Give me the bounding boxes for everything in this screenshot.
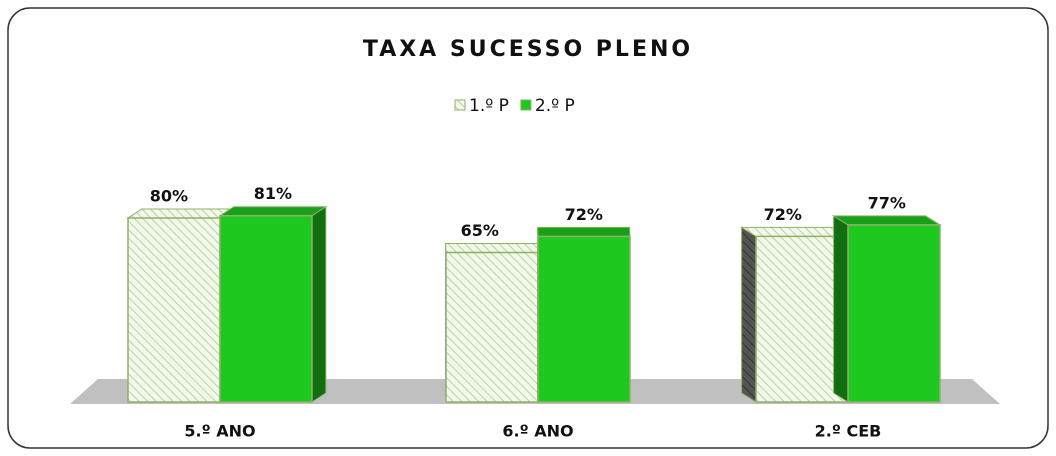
bar <box>755 235 849 403</box>
x-tick-label: 2.º CEB <box>815 422 882 441</box>
bar-top <box>218 206 328 217</box>
bar <box>219 214 313 403</box>
bar-top <box>537 226 631 237</box>
legend-swatch <box>520 99 532 111</box>
legend-label: 2.º P <box>535 96 575 116</box>
bar <box>537 235 631 403</box>
legend: 1.º P 2.º P <box>454 96 575 116</box>
bar <box>445 251 539 403</box>
plot-area: 5.º ANO 80% 81% 6.º ANO 65% 72% 2.º CEB 72% 77% <box>126 184 942 441</box>
legend-swatch <box>454 99 466 111</box>
chart-title: TAXA SUCESSO PLENO <box>363 37 693 62</box>
data-label: 65% <box>461 221 499 240</box>
bar <box>127 217 221 403</box>
data-label: 72% <box>764 205 802 224</box>
data-label: 81% <box>254 184 292 203</box>
bar-side <box>741 226 757 403</box>
data-label: 72% <box>565 205 603 224</box>
bar-top <box>126 208 236 219</box>
legend-label: 1.º P <box>469 96 509 116</box>
data-label: 77% <box>868 193 906 212</box>
bar-top <box>739 226 850 237</box>
bar-side <box>311 205 327 403</box>
x-tick-label: 6.º ANO <box>502 422 573 441</box>
x-tick-label: 5.º ANO <box>184 422 255 441</box>
bar-top <box>831 215 942 226</box>
data-label: 80% <box>150 187 188 206</box>
bar <box>847 224 941 403</box>
bar-top <box>445 243 539 253</box>
bar-side <box>833 214 849 403</box>
